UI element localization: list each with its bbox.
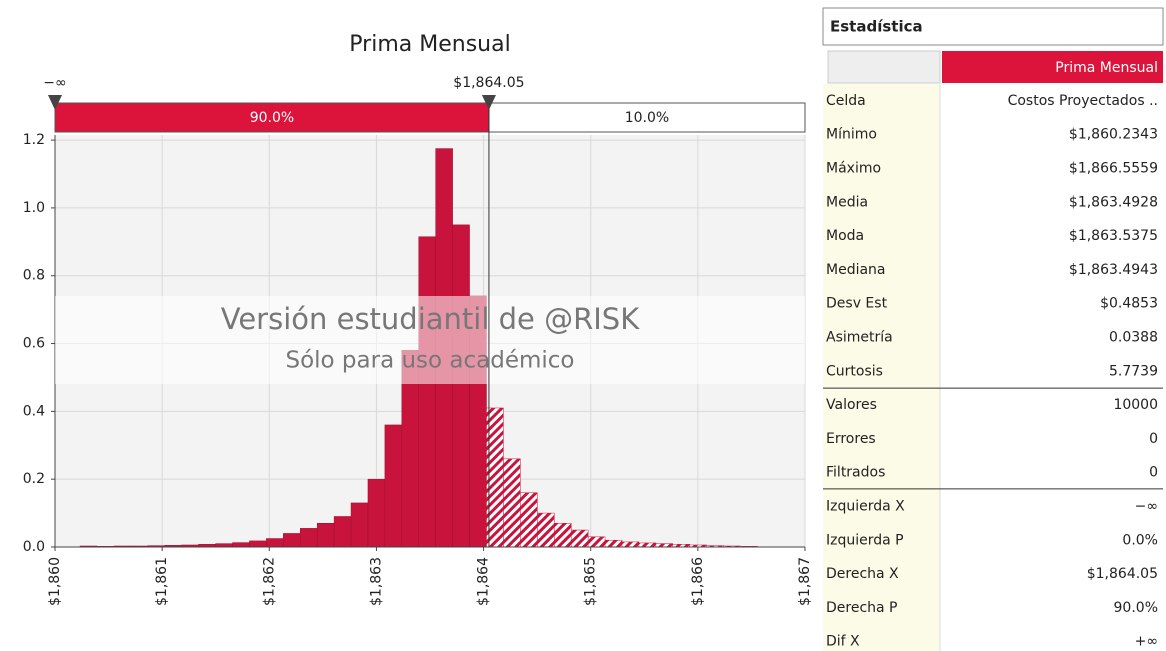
bar [452, 224, 470, 548]
row-value: 10000 [1113, 397, 1158, 413]
y-tick-label: 0.2 [23, 471, 45, 487]
row-label: Media [826, 194, 868, 210]
chart: 0.0 0.2 0.4 0.6 0.8 1.0 1.2 $1,860 $1,861 $1,862 $… [23, 75, 813, 606]
bar [316, 523, 335, 548]
y-tick-label: 1.2 [23, 132, 45, 148]
x-tick-label: $1,865 [583, 557, 599, 606]
row-label: Izquierda X [826, 499, 905, 515]
bar [367, 478, 386, 548]
row-label: Derecha X [826, 566, 899, 582]
x-tick-label: $1,860 [47, 557, 63, 606]
header-blank [827, 50, 941, 84]
row-value: $1,866.5559 [1069, 161, 1158, 177]
row-value: 0 [1149, 465, 1158, 481]
bar [283, 533, 301, 548]
table-title: Estadística [830, 18, 923, 36]
bar [232, 542, 250, 548]
column-header: Prima Mensual [1055, 60, 1158, 76]
bar [384, 424, 403, 548]
table-title-box [822, 7, 1164, 46]
bar [350, 502, 369, 548]
row-label: Desv Est [826, 296, 888, 312]
row-label: Izquierda P [826, 532, 904, 548]
header-cell [942, 51, 1163, 83]
x-tick-label: $1,866 [690, 557, 706, 606]
x-tick-label: $1,862 [261, 557, 277, 606]
left-percent: 90.0% [250, 110, 294, 126]
row-label: Filtrados [826, 465, 885, 481]
bar [249, 540, 267, 548]
row-value: $1,860.2343 [1069, 127, 1158, 143]
bar [638, 542, 657, 548]
row-label: Dif X [826, 634, 860, 650]
row-label: Moda [826, 228, 864, 244]
row-value: $1,863.5375 [1069, 228, 1158, 244]
row-label: Celda [826, 93, 866, 109]
row-label: Máximo [826, 161, 881, 177]
x-tick-label: $1,861 [154, 557, 170, 606]
row-value: 5.7739 [1109, 363, 1158, 379]
row-label: Curtosis [826, 363, 883, 379]
bar [587, 536, 606, 548]
bar [570, 529, 589, 548]
bar [520, 492, 538, 548]
row-label: Errores [826, 431, 876, 447]
right-region [488, 102, 806, 133]
row-value: $1,864.05 [1087, 566, 1158, 582]
bar [621, 541, 640, 548]
row-value: +∞ [1135, 634, 1158, 650]
bar [418, 236, 436, 548]
bar [333, 516, 352, 548]
watermark: Versión estudiantil de @RISK [221, 302, 640, 336]
row-value: Costos Proyectados .. [1008, 93, 1158, 109]
bar [503, 458, 521, 548]
bar [554, 523, 572, 548]
bar [655, 543, 674, 548]
row-value: $0.4853 [1100, 296, 1158, 312]
label-column [823, 84, 940, 651]
chart-title: Prima Mensual [349, 32, 510, 57]
y-tick-label: 0.8 [23, 268, 45, 284]
bar [300, 528, 318, 548]
delimiter-marker [481, 95, 496, 110]
row-label: Asimetría [826, 330, 893, 346]
row-label: Mediana [826, 262, 886, 278]
row-value: 0 [1149, 431, 1158, 447]
left-delimiter-label: −∞ [43, 75, 66, 91]
row-value: $1,863.4928 [1069, 194, 1158, 210]
right-percent: 10.0% [625, 110, 669, 126]
y-tick-label: 1.0 [23, 200, 45, 216]
row-value: 0.0% [1122, 532, 1158, 548]
row-label: Valores [826, 397, 877, 413]
row-label: Mínimo [826, 127, 877, 143]
y-tick-label: 0.4 [23, 403, 45, 419]
bar [604, 539, 623, 548]
watermark: Sólo para uso académico [285, 348, 574, 374]
right-delimiter-label: $1,864.05 [453, 75, 524, 91]
y-tick-label: 0.0 [23, 539, 45, 555]
y-tick-label: 0.6 [23, 336, 45, 352]
watermark-band [55, 296, 805, 384]
delimiter-marker [48, 95, 62, 110]
row-value: −∞ [1135, 499, 1158, 515]
x-tick-label: $1,867 [797, 557, 813, 606]
row-value: 0.0388 [1109, 330, 1158, 346]
x-tick-label: $1,863 [368, 557, 384, 606]
statistics-table: Estadística Prima Mensual Celda Costos Proy… [822, 7, 1164, 651]
bar [215, 543, 233, 548]
x-tick-label: $1,864 [476, 557, 492, 606]
bar [266, 538, 284, 548]
row-value: 90.0% [1114, 600, 1158, 616]
bar [537, 512, 555, 548]
row-label: Derecha P [826, 600, 898, 616]
row-value: $1,863.4943 [1069, 262, 1158, 278]
